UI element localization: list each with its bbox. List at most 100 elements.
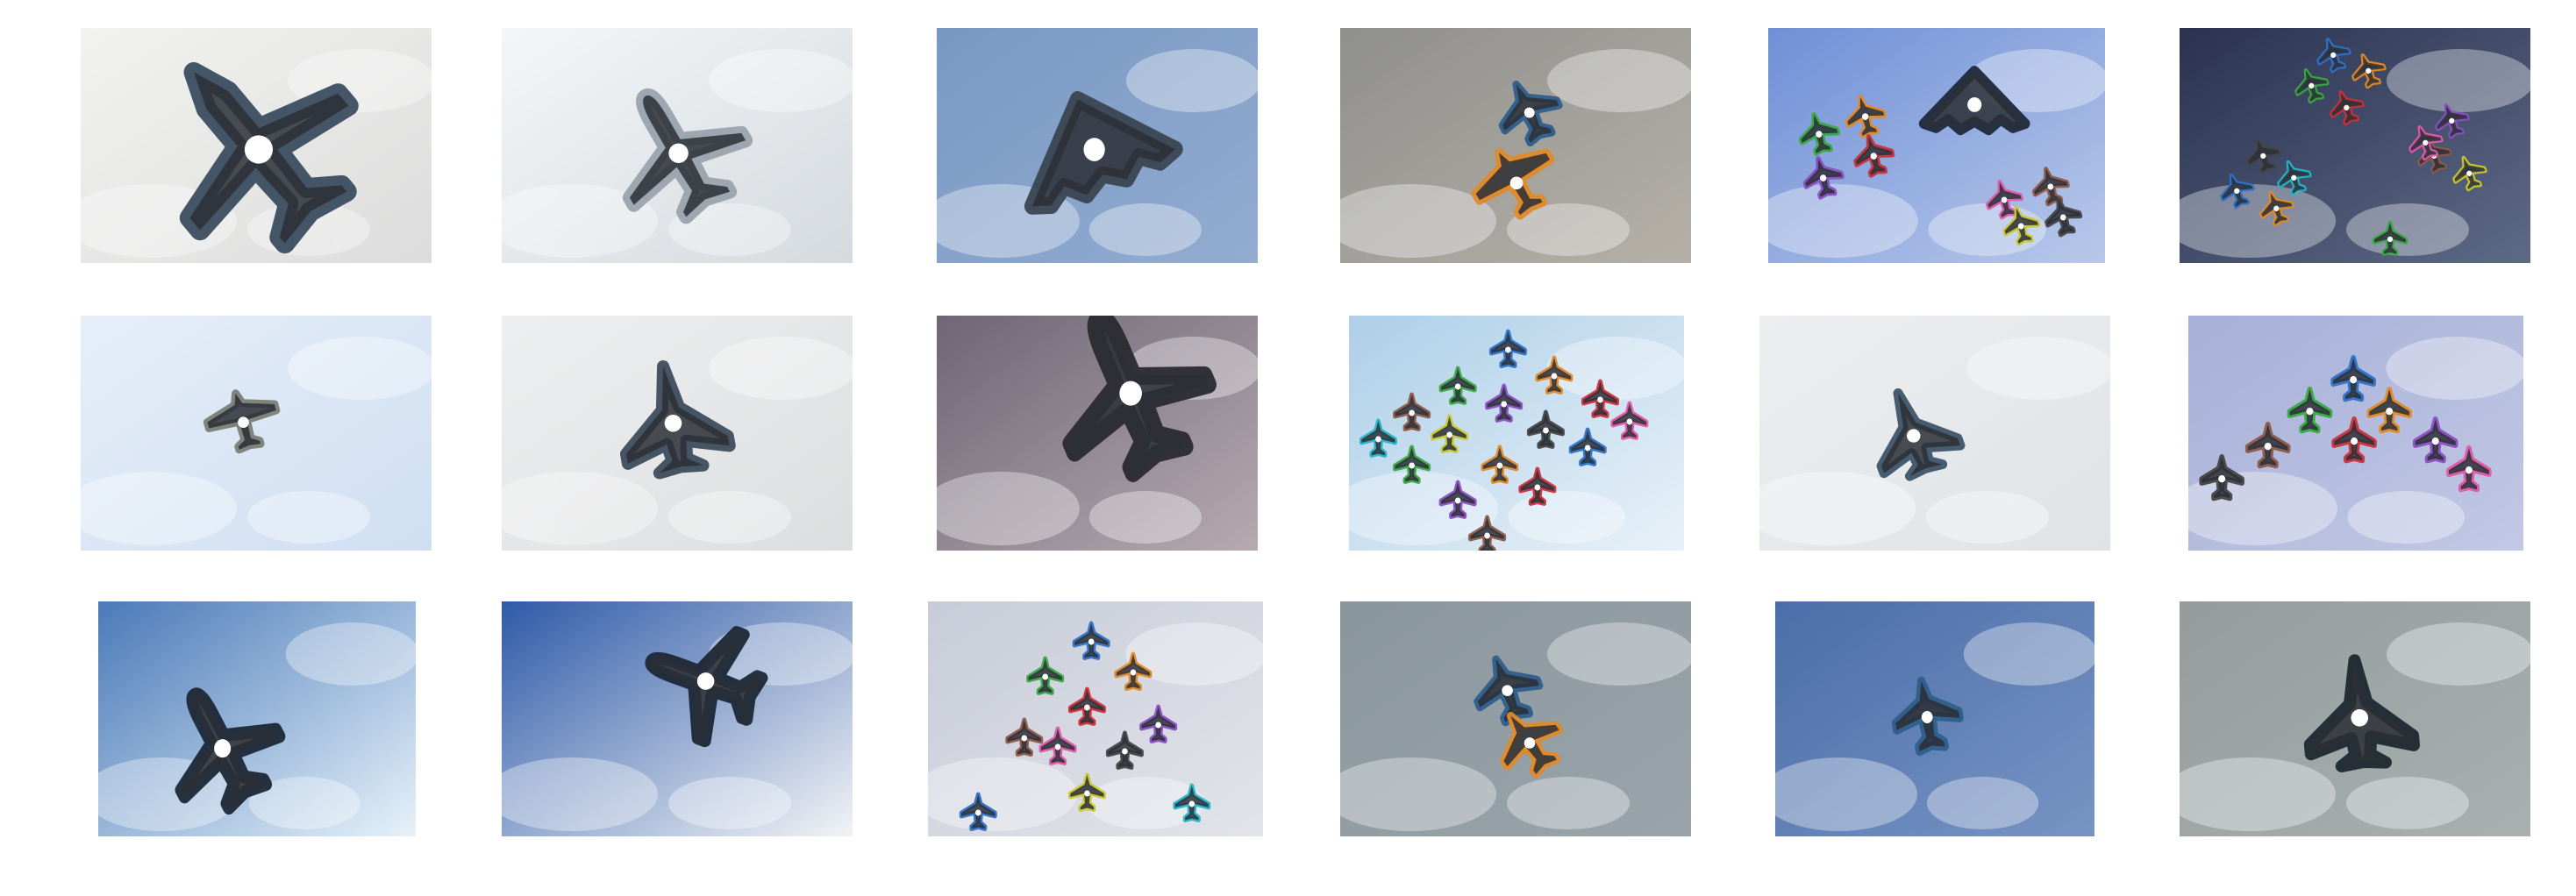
sky-photo [2180, 28, 2530, 263]
center-point [2465, 466, 2473, 474]
sky-background [502, 601, 853, 836]
tile-r2c1 [81, 316, 432, 551]
center-point [1496, 462, 1503, 469]
aircraft-mask [2351, 53, 2387, 89]
aircraft-mask [1918, 65, 2030, 136]
center-point [1543, 427, 1549, 434]
center-point [668, 143, 689, 163]
aircraft-mask [1038, 726, 1077, 765]
tile-r3c4 [1340, 601, 1691, 836]
aircraft-mask [1067, 686, 1106, 726]
aircraft-mask [1105, 730, 1144, 770]
aircraft-mask [1498, 80, 1563, 147]
aircraft-mask [179, 61, 359, 254]
center-point [1502, 685, 1513, 696]
center-point [1122, 748, 1128, 755]
aircraft-mask [1393, 444, 1431, 484]
aircraft-mask [1173, 783, 1211, 822]
center-point [2218, 475, 2226, 483]
aircraft-mask [1485, 383, 1523, 423]
tile-r1c1 [81, 28, 432, 263]
tile-r1c4 [1340, 28, 1691, 263]
sky-photo [2180, 601, 2530, 836]
sky-photo [937, 316, 1258, 551]
sky-photo [928, 601, 1263, 836]
center-point [1861, 113, 1869, 120]
center-point [1509, 176, 1523, 190]
aircraft-mask [619, 359, 736, 480]
center-point [1523, 737, 1536, 749]
aircraft-mask [1438, 480, 1477, 519]
aircraft-mask [1468, 515, 1507, 551]
aircraft-mask [1072, 621, 1110, 660]
center-point [1921, 710, 1933, 723]
sky-photo [502, 316, 853, 551]
center-point [2365, 68, 2372, 74]
tile-r2c6 [2188, 316, 2523, 551]
aircraft-mask [645, 626, 768, 748]
center-point [1584, 444, 1591, 452]
aircraft-mask [1500, 712, 1564, 779]
center-point [1551, 373, 1558, 380]
center-point [1054, 743, 1061, 750]
center-point [1505, 346, 1511, 353]
center-point [214, 739, 232, 758]
aircraft-mask [1526, 409, 1565, 449]
clouds [502, 49, 853, 258]
center-point [2017, 223, 2024, 230]
center-point [1084, 790, 1090, 797]
aircraft-mask [1488, 329, 1527, 368]
aircraft-mask [203, 389, 281, 454]
aircraft-mask [1802, 155, 1845, 200]
center-point [2386, 408, 2394, 416]
center-point [1409, 409, 1415, 416]
tile-r1c5 [1768, 28, 2105, 263]
tile-r2c5 [1759, 316, 2110, 551]
tile-r1c2 [502, 28, 853, 263]
aircraft-mask [2316, 37, 2351, 74]
aircraft-mask [1518, 466, 1557, 506]
aircraft-mask [1026, 656, 1065, 695]
aircraft-mask [1067, 772, 1106, 812]
aircraft-mask [1568, 427, 1607, 466]
aircraft-mask [2287, 386, 2333, 434]
aircraft-mask [1481, 444, 1519, 484]
sky-photo [81, 28, 432, 263]
sky-background [2180, 28, 2530, 263]
clouds [1340, 49, 1691, 258]
aircraft-mask [2246, 138, 2281, 174]
aircraft-mask [2259, 190, 2294, 227]
center-point [2059, 214, 2066, 221]
tile-r2c2 [502, 316, 853, 551]
aircraft-mask [2002, 206, 2041, 246]
center-point [1907, 429, 1921, 443]
aircraft-mask [1535, 355, 1573, 395]
sky-photo [502, 28, 853, 263]
aircraft-mask [1876, 388, 1966, 481]
center-point [2001, 196, 2008, 203]
center-point [2344, 104, 2350, 110]
aircraft-mask [2277, 160, 2312, 196]
center-point [1042, 673, 1049, 680]
aircraft-mask [2452, 155, 2487, 192]
clouds [81, 337, 432, 545]
aircraft-mask [1798, 111, 1841, 156]
tile-r3c6 [2180, 601, 2530, 836]
aircraft-mask [2366, 386, 2412, 434]
center-point [2273, 205, 2280, 211]
tile-r1c3 [937, 28, 1258, 263]
center-point [1454, 497, 1461, 504]
center-point [1409, 462, 1415, 469]
center-point [2350, 376, 2358, 384]
aircraft-mask [1139, 704, 1178, 743]
center-point [1021, 735, 1028, 742]
clouds [1340, 622, 1691, 831]
sky-photo [1759, 316, 2110, 551]
center-point [1626, 418, 1633, 425]
sky-photo [98, 601, 416, 836]
sky-photo [1340, 601, 1691, 836]
aircraft-mask [2044, 197, 2083, 238]
sky-photo [2188, 316, 2523, 551]
center-point [1816, 131, 1823, 138]
